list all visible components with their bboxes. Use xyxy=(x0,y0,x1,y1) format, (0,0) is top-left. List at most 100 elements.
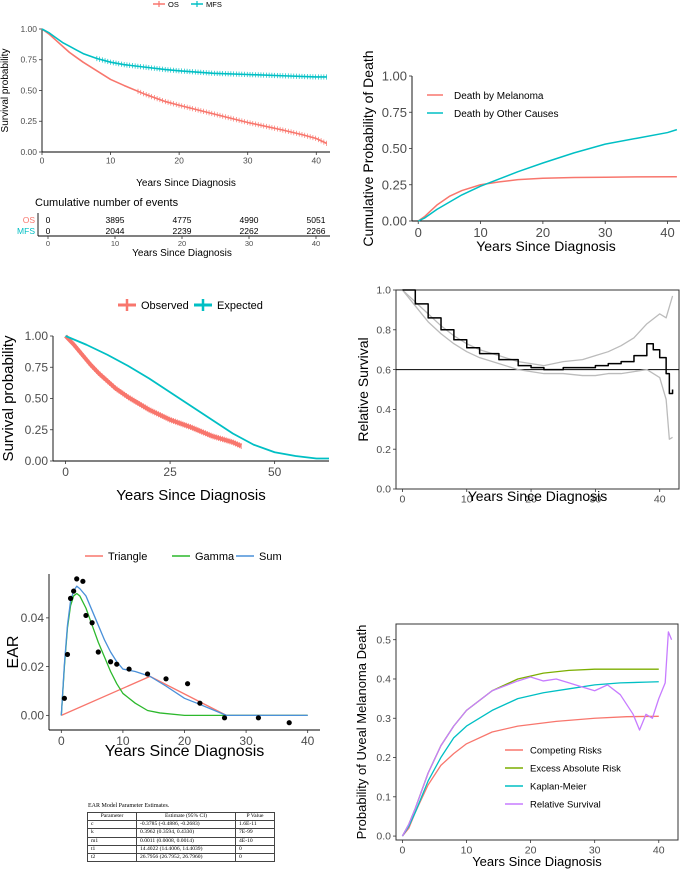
y-tick-label: 0.75 xyxy=(382,105,407,120)
table-header: Parameter xyxy=(87,811,137,822)
series-line-lower-ci xyxy=(401,289,673,440)
x-tick-label: 25 xyxy=(163,465,177,479)
x-axis-label: Years Since Diagnosis xyxy=(476,238,616,254)
y-tick-label: 0.8 xyxy=(376,324,391,336)
y-tick-label: 1.00 xyxy=(25,329,49,343)
risk-row-label: OS xyxy=(23,215,36,225)
x-tick-label: 20 xyxy=(174,156,184,166)
series-line-relative-survival xyxy=(402,289,674,395)
table-row: t1 14.4022 (14.4006, 14.4039) 0 xyxy=(87,844,275,855)
y-tick-label: 0.25 xyxy=(382,177,407,192)
x-tick-label: 0 xyxy=(415,225,422,240)
series-line-upper-ci xyxy=(401,289,674,367)
table-cell: 0.0011 (0.0008, 0.0014) xyxy=(136,836,236,846)
risk-cell: 0 xyxy=(46,226,51,236)
risk-cell: 4775 xyxy=(173,215,192,225)
y-axis-label: Survival probability xyxy=(0,49,11,133)
legend-label: Expected xyxy=(217,300,263,312)
x-tick-label: 40 xyxy=(660,225,674,240)
x-tick-label: 40 xyxy=(653,845,665,857)
axes-p5: 0 10 20 30 40 0.00 0.02 0.04 Years Since Diagnos… xyxy=(5,574,320,760)
axes-p1: 0 10 20 30 40 0.00 0.25 0.50 0.75 1.00 Years Since… xyxy=(0,24,330,189)
series-line-kaplan-meier xyxy=(401,681,659,837)
data-point xyxy=(144,671,151,677)
y-tick-label: 0.02 xyxy=(21,660,45,674)
axes-p4: 0 10 20 30 40 0.0 0.2 0.4 0.6 0.8 1.0 Years Since D… xyxy=(355,285,680,506)
y-tick-label: 0.3 xyxy=(376,713,391,725)
x-tick-label: 10 xyxy=(473,225,487,240)
table-header: P Value xyxy=(235,811,275,822)
series-line-mfs xyxy=(41,28,327,78)
y-axis-label: Cumulative Probability of Death xyxy=(360,50,376,246)
series-line-competing-risks xyxy=(401,715,659,837)
table-row: t2 26.7956 (26.7952, 26.7960) 0 xyxy=(87,853,275,863)
table-cell: m1 xyxy=(87,836,137,846)
y-axis-label: Survival probability xyxy=(0,335,17,461)
table-cell: t2 xyxy=(87,853,137,863)
x-tick-label: 10 xyxy=(106,156,116,166)
table-row: c -0.3785 (-0.4886, -0.2683) 1.6E-11 xyxy=(87,820,275,830)
data-point xyxy=(221,715,228,721)
x-tick-label: 30 xyxy=(589,845,601,857)
legend-label: Triangle xyxy=(108,551,147,563)
x-tick-label: 0 xyxy=(62,465,69,479)
risk-cell: 2239 xyxy=(173,226,192,236)
legend-label: Observed xyxy=(141,300,189,312)
axes-p2: 0 10 20 30 40 0.00 0.25 0.50 0.75 1.00 Years Since… xyxy=(360,50,680,254)
y-axis-label: Relative Survival xyxy=(355,337,371,441)
legend-label: OS xyxy=(168,0,179,9)
series-line-observed xyxy=(64,334,243,448)
y-tick-label: 0.50 xyxy=(382,141,407,156)
panel-border xyxy=(395,623,679,841)
risk-row-label: MFS xyxy=(17,226,35,236)
y-axis-label: EAR xyxy=(5,636,22,669)
x-tick-label: 30 xyxy=(243,156,253,166)
y-tick-label: 0.1 xyxy=(376,791,391,803)
data-point xyxy=(64,651,71,658)
axes-p6: 0 10 20 30 40 0.0 0.1 0.2 0.3 0.4 0.5 Years Since D… xyxy=(354,623,679,869)
table-cell: -0.3785 (-0.4886, -0.2683) xyxy=(136,820,236,830)
risk-cell: 0 xyxy=(46,215,51,225)
series-line-sum xyxy=(60,585,308,717)
table-cell: 7E-99 xyxy=(235,828,275,838)
data-point xyxy=(197,700,203,706)
x-tick-label: 40 xyxy=(654,494,666,506)
legend-label: Competing Risks xyxy=(530,746,602,757)
y-tick-label: 0.00 xyxy=(21,709,45,723)
risk-cell: 2262 xyxy=(240,226,259,236)
risk-cell: 2266 xyxy=(307,226,326,236)
series-line-death-by-other-causes xyxy=(417,128,678,222)
y-tick-label: 0.00 xyxy=(25,454,49,468)
y-tick-label: 0.50 xyxy=(20,85,37,95)
table-cell: 1.6E-11 xyxy=(235,820,275,830)
data-point xyxy=(95,649,101,655)
x-axis-label: Years Since Diagnosis xyxy=(105,743,265,760)
risk-cell: 5051 xyxy=(307,215,326,225)
risk-cell: 3895 xyxy=(106,215,125,225)
y-tick-label: 1.00 xyxy=(382,69,407,84)
data-point xyxy=(80,578,86,584)
data-point xyxy=(126,666,132,672)
table-cell: 4E-10 xyxy=(235,836,275,846)
y-tick-label: 0.25 xyxy=(25,423,49,437)
table-cell: 0 xyxy=(235,853,275,863)
series-line-death-by-melanoma xyxy=(417,176,677,222)
table-header: Estimate (95% CI) xyxy=(136,811,236,822)
risk-cell: 2044 xyxy=(106,226,125,236)
y-tick-label: 0.4 xyxy=(376,674,391,686)
data-point xyxy=(71,588,77,594)
legend-label: Death by Other Causes xyxy=(454,109,559,120)
table-cell: 14.4022 (14.4006, 14.4039) xyxy=(136,844,236,855)
legend-label: Sum xyxy=(259,551,282,563)
risk-x-tick-label: 30 xyxy=(245,239,253,248)
table-row: k 0.3962 (0.3594, 0.4330) 7E-99 xyxy=(87,828,275,838)
series-line-os xyxy=(41,28,327,145)
y-tick-label: 0.0 xyxy=(376,484,391,496)
y-tick-label: 0.00 xyxy=(382,214,407,229)
legend-label: Relative Survival xyxy=(530,800,601,811)
table-cell: t1 xyxy=(87,844,137,855)
x-tick-label: 0 xyxy=(40,156,45,166)
x-axis-label: Years Since Diagnosis xyxy=(468,488,608,504)
x-axis-label: Years Since Diagnosis xyxy=(472,854,602,869)
x-tick-label: 30 xyxy=(239,734,253,748)
